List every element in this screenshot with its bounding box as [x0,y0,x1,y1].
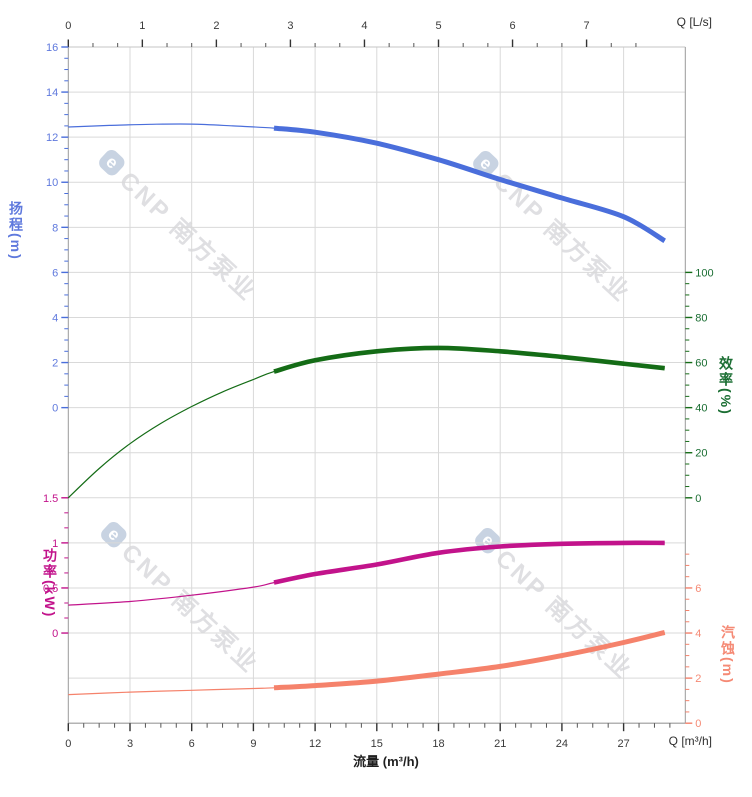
power-axis-tick-label: 1 [52,538,58,550]
top-axis-tick-label: 7 [584,20,590,32]
efficiency-curve-thin [67,347,665,499]
head-axis-tick-label: 6 [52,267,58,279]
bottom-axis-tick-label: 15 [371,738,383,750]
efficiency-axis-tick-label: 100 [695,267,713,279]
efficiency-axis-tick-label: 20 [695,448,707,460]
head-axis-tick-label: 0 [52,403,58,415]
top-axis-tick-label: 6 [509,20,515,32]
bottom-axis-tick-label: 18 [432,738,444,750]
efficiency-axis-tick-label: 40 [695,403,707,415]
flow-axis-title: 流量 (m³/h) [353,754,419,769]
top-axis-tick-label: 2 [213,20,219,32]
bottom-axis-unit-label: Q [m³/h] [668,734,712,748]
top-axis-tick-label: 3 [287,20,293,32]
power-axis-tick-label: 0 [52,628,58,640]
head-axis-tick-label: 10 [46,177,58,189]
bottom-axis-tick-label: 21 [494,738,506,750]
head-axis-tick-label: 12 [46,132,58,144]
bottom-axis-tick-label: 24 [556,738,568,750]
top-axis-tick-label: 0 [65,20,71,32]
power-axis-tick-label: 0.5 [43,583,58,595]
top-axis-tick-label: 4 [361,20,367,32]
npsh-axis-tick-label: 4 [695,628,701,640]
efficiency-axis-tick-label: 80 [695,312,707,324]
head-axis-tick-label: 8 [52,222,58,234]
bottom-axis-tick-label: 27 [617,738,629,750]
head-axis-tick-label: 14 [46,87,58,99]
npsh-axis-tick-label: 2 [695,673,701,685]
bottom-axis-tick-label: 0 [65,738,71,750]
bottom-axis-tick-label: 12 [309,738,321,750]
head-axis-tick-label: 2 [52,358,58,370]
power-axis-tick-label: 1.5 [43,493,58,505]
npsh-curve-thin [68,631,665,696]
efficiency-axis-title: 效率(%) [718,356,734,416]
head-axis-tick-label: 4 [52,312,58,324]
power-curve-thin [68,542,665,606]
top-axis-unit-label: Q [L/s] [676,15,712,29]
npsh-axis-tick-label: 6 [695,583,701,595]
head-axis-title: 扬程(m) [8,201,24,261]
npsh-axis-title: 汽蚀(m) [720,625,736,685]
npsh-curve [273,629,666,691]
power-curve [273,540,665,585]
power-axis-title: 功率(kW) [42,548,58,619]
efficiency-axis-tick-label: 0 [695,493,701,505]
head-axis-tick-label: 16 [46,42,58,54]
efficiency-curve [273,345,665,374]
efficiency-axis-tick-label: 60 [695,358,707,370]
npsh-axis-tick-label: 0 [695,718,701,730]
top-axis-tick-label: 1 [139,20,145,32]
bottom-axis-tick-label: 3 [127,738,133,750]
bottom-axis-tick-label: 9 [250,738,256,750]
head-curve [273,125,667,243]
top-axis-tick-label: 5 [435,20,441,32]
bottom-axis-tick-label: 6 [189,738,195,750]
